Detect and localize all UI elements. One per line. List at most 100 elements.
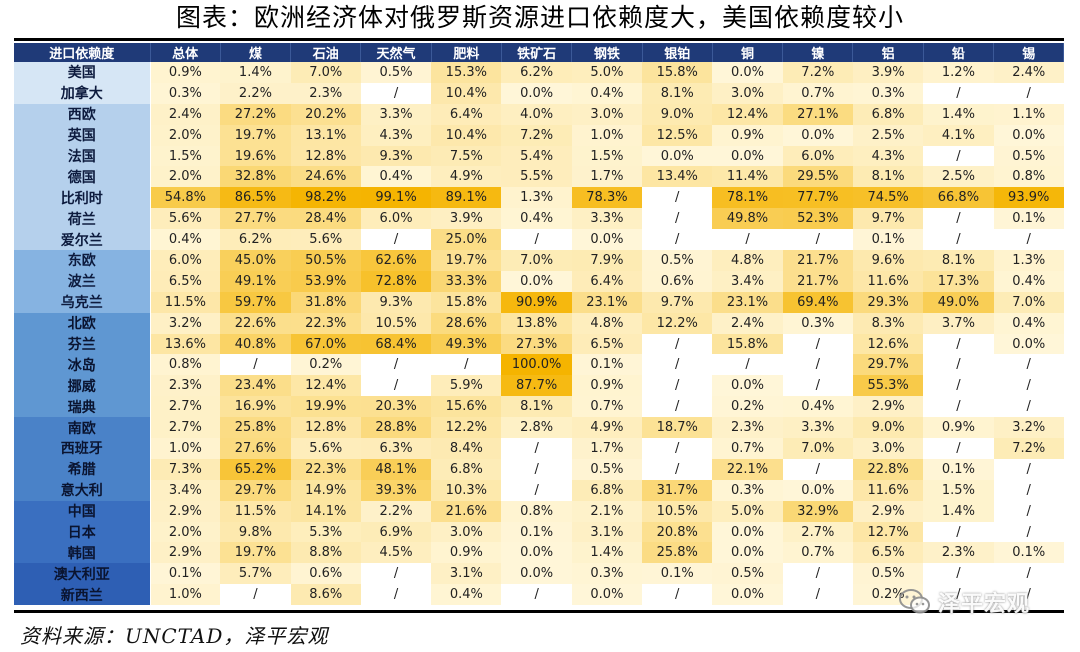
heat-cell: / [782,375,853,397]
heat-cell: 9.8% [220,521,291,543]
heat-cell: 5.5% [501,166,572,188]
heat-cell: 18.7% [642,417,713,439]
heat-cell: 0.0% [712,521,783,543]
heat-cell: 6.3% [360,438,432,459]
heat-cell: 100.0% [501,354,572,376]
heat-cell: 1.2% [923,62,994,83]
heat-cell: 0.3% [150,82,221,104]
heat-cell: 4.5% [360,542,432,564]
heat-cell: 19.7% [220,542,291,564]
heat-cell: 2.5% [852,124,924,146]
heat-cell: / [501,458,572,480]
heat-cell: 54.8% [150,187,221,209]
table-row: 乌克兰 11.5% 59.7% 31.8% 9.3% 15.8% 90.9% 23.1% 9.7… [14,291,1064,313]
heat-cell: 27.1% [782,103,853,125]
column-header: 铅 [923,43,995,62]
column-header: 石油 [290,43,362,62]
heat-cell: 7.2% [501,124,572,146]
heat-cell: 7.0% [290,62,361,83]
heat-cell: / [923,584,994,606]
heat-cell: 48.1% [360,458,432,480]
heat-cell: 8.1% [642,82,713,104]
heat-cell: 9.3% [360,291,432,313]
heat-cell: 15.8% [642,62,713,83]
heat-cell: / [923,438,994,459]
column-header: 银铂 [642,43,713,62]
heat-cell: 3.2% [993,417,1064,439]
heat-cell: 0.4% [571,82,643,104]
heat-cell: 8.4% [431,438,502,459]
heat-cell: 5.0% [712,500,783,522]
heat-cell: 12.7% [852,521,924,543]
heat-cell: 2.3% [150,375,221,397]
heat-cell: 0.8% [993,166,1064,188]
heat-cell: 2.2% [360,500,432,522]
heat-cell: 3.2% [150,312,221,334]
row-label: 意大利 [14,479,151,501]
heat-cell: / [360,584,432,606]
heat-cell: 22.8% [852,458,924,480]
heat-cell: 6.0% [150,250,221,271]
heat-cell: 6.8% [852,103,924,125]
heat-cell: 3.0% [852,438,924,459]
heat-cell: 15.8% [712,333,783,355]
watermark: 泽平宏观 [898,582,1030,622]
heat-cell: 1.0% [150,584,221,606]
heat-cell: 27.2% [220,103,291,125]
heat-cell: 14.1% [290,500,361,522]
heat-cell: 0.3% [571,563,643,585]
heat-cell: 19.7% [220,124,291,146]
heat-cell: 9.7% [642,291,713,313]
heat-cell: 0.1% [642,563,713,585]
heat-cell: / [993,354,1064,376]
heat-cell: 55.3% [852,375,924,397]
heat-cell: 0.7% [571,396,643,418]
heat-cell: 6.2% [501,62,572,83]
row-label: 东欧 [14,250,151,271]
heat-cell: 8.1% [923,250,994,271]
table-row: 北欧 3.2% 22.6% 22.3% 10.5% 28.6% 13.8% 4.8% 12.2%… [14,312,1064,334]
heat-cell: 8.1% [501,396,572,418]
heat-cell: 0.0% [712,375,783,397]
column-header: 锡 [993,43,1065,62]
heat-cell: 12.5% [642,124,713,146]
heat-cell: 28.4% [290,208,361,230]
table-row: 南欧 2.7% 25.8% 12.8% 28.8% 12.2% 2.8% 4.9% 18.7% 2… [14,417,1064,439]
heat-cell: 19.7% [431,250,502,271]
heat-cell: 53.9% [290,270,361,292]
heat-cell: 25.8% [220,417,291,439]
heat-cell: 2.5% [923,166,994,188]
column-header: 铁矿石 [501,43,573,62]
heat-cell: 69.4% [782,291,853,313]
row-label: 西欧 [14,103,151,125]
heat-cell: 49.0% [923,291,994,313]
heat-cell: 0.0% [501,82,572,104]
heat-cell: 7.2% [993,438,1064,459]
heat-cell: / [501,584,572,606]
heat-cell: 59.7% [220,291,291,313]
row-label: 荷兰 [14,208,151,230]
heat-cell: / [923,145,994,167]
heat-cell: 3.3% [782,417,853,439]
heat-cell: 0.1% [993,208,1064,230]
heat-cell: 4.8% [571,312,643,334]
heat-cell: 13.6% [150,333,221,355]
heat-cell: / [782,563,853,585]
heat-cell: / [782,354,853,376]
heat-cell: 4.3% [852,145,924,167]
heat-cell: 10.4% [431,82,502,104]
heat-cell: 9.0% [642,103,713,125]
row-label: 澳大利亚 [14,563,151,585]
heat-cell: 87.7% [501,375,572,397]
heat-cell: 11.4% [712,166,783,188]
heat-cell: 2.7% [150,417,221,439]
heat-cell: 22.1% [712,458,783,480]
table-row: 波兰 6.5% 49.1% 53.9% 72.8% 33.3% 0.0% 6.4% 0.6% 3.… [14,270,1064,292]
heat-cell: 12.2% [431,417,502,439]
table-row: 爱尔兰 0.4% 6.2% 5.6%/25.0%/0.0% / //0.1% / / [14,229,1064,251]
heat-cell: 2.7% [782,521,853,543]
heat-cell: / [360,229,432,251]
heat-cell: 52.3% [782,208,853,230]
heat-cell: 6.5% [852,542,924,564]
heat-cell: 45.0% [220,250,291,271]
